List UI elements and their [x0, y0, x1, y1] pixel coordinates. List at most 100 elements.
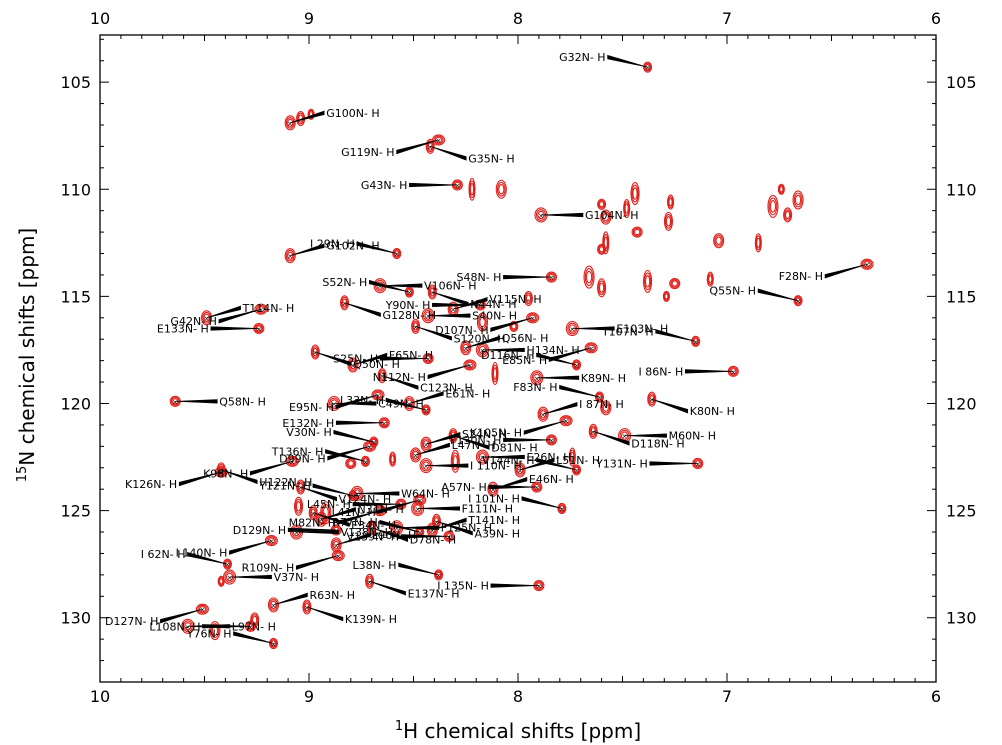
assigned-peak [649, 395, 655, 404]
assigned-peak [257, 306, 265, 313]
peak-marker: × [454, 182, 460, 190]
unassigned-peak [756, 237, 761, 249]
peak-leader [356, 241, 397, 254]
assigned-peak [643, 62, 652, 72]
peak-leader [465, 335, 501, 349]
peak-label: H122N- H [259, 476, 312, 489]
peak-label: V106N- H [424, 280, 477, 293]
x-tick-label: 8 [513, 687, 523, 706]
unassigned-peak [755, 235, 762, 251]
assigned-peak [595, 392, 604, 402]
assigned-peak [693, 338, 699, 345]
peak-leader [624, 433, 667, 438]
peak-marker: × [172, 398, 178, 406]
assigned-peak [429, 287, 435, 297]
peak-label: F130N- H [450, 434, 501, 447]
assigned-peak [365, 443, 374, 450]
peak-leader [430, 146, 467, 161]
peak-leader [655, 329, 696, 342]
assigned-peak [303, 601, 311, 613]
peak-marker: × [375, 392, 381, 400]
assigned-peak [526, 312, 540, 324]
assigned-peak [310, 344, 320, 360]
peak-label: Q55N- H [709, 285, 756, 298]
assigned-peak [422, 405, 430, 415]
peak-marker: × [490, 486, 496, 494]
assigned-peak [573, 466, 580, 474]
unassigned-peak [665, 216, 672, 227]
assigned-peak [795, 297, 801, 304]
x-tick-label: 7 [722, 687, 732, 706]
unassigned-peak [668, 197, 673, 207]
unassigned-peak [498, 184, 505, 195]
assigned-peak [269, 639, 278, 648]
assigned-peak [203, 313, 210, 322]
unassigned-peak [495, 179, 507, 199]
peak-marker: × [413, 323, 419, 331]
unassigned-peak [468, 177, 476, 201]
unassigned-peak [601, 401, 611, 414]
unassigned-peak [469, 182, 475, 196]
assigned-peak [269, 599, 278, 611]
unassigned-peak [631, 184, 639, 203]
y-axis-title: 15N chemical shifts [ppm] [15, 228, 39, 483]
peak-marker: × [530, 315, 536, 323]
peak-leader [325, 449, 366, 462]
assigned-peak [516, 465, 524, 475]
peak-leader [312, 483, 353, 496]
peak-leader [542, 401, 578, 415]
assigned-peak [339, 295, 350, 311]
assigned-peak [270, 640, 277, 647]
x-tick-label-top: 9 [304, 9, 314, 28]
unassigned-peak [496, 181, 506, 197]
unassigned-peak [667, 194, 675, 210]
assigned-peak [692, 337, 700, 346]
peak-label: S52N- H [322, 276, 367, 289]
peak-marker: × [394, 525, 400, 533]
unassigned-peak [209, 621, 221, 641]
peak-label: K89N- H [581, 372, 626, 385]
peak-leader [490, 583, 539, 588]
assigned-peak [463, 359, 477, 371]
peak-marker: × [218, 469, 224, 477]
unassigned-peak [597, 278, 607, 298]
peak-marker: × [310, 510, 316, 518]
peak-marker: × [429, 289, 435, 297]
unassigned-peak [623, 201, 630, 216]
peak-label: E133N- H [157, 323, 209, 336]
peak-label: W64N- H [401, 487, 450, 500]
peak-leader [453, 435, 490, 450]
peak-marker: × [693, 338, 699, 346]
assigned-peak [559, 505, 565, 512]
peak-marker: × [429, 527, 435, 535]
peak-label: F65N- H [389, 349, 433, 362]
peak-label: Q58N- H [219, 395, 266, 408]
assigned-peak [394, 250, 400, 257]
assigned-peak [197, 604, 208, 614]
peak-leader [415, 442, 450, 456]
peak-label: M82N- H [289, 517, 336, 530]
peak-label: G32N- H [559, 51, 606, 64]
unassigned-peak [389, 451, 397, 467]
peak-marker: × [538, 212, 544, 220]
unassigned-peak [347, 460, 354, 467]
assigned-peak [347, 357, 359, 373]
peak-label: E46N- H [529, 473, 574, 486]
assigned-peak [644, 63, 651, 71]
assigned-peak [562, 417, 570, 424]
unassigned-peak [783, 207, 793, 223]
unassigned-peak [671, 280, 678, 287]
peak-label: A39N- H [474, 527, 520, 540]
peak-leader [336, 532, 371, 546]
assigned-peak [331, 539, 341, 551]
peak-leader [684, 369, 734, 374]
peak-leader [334, 401, 377, 406]
unassigned-peak [663, 211, 674, 231]
assigned-peak [538, 408, 548, 421]
assigned-peak [411, 318, 421, 334]
peak-leader [436, 521, 473, 536]
assigned-peak [861, 259, 873, 269]
unassigned-peak [768, 197, 778, 216]
peak-label: K126N- H [125, 478, 177, 491]
unassigned-peak [644, 275, 651, 288]
